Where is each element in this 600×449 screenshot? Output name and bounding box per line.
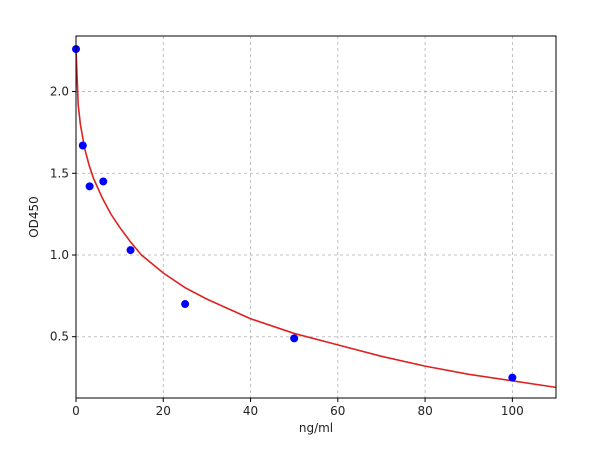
y-tick-label: 1.0 <box>50 248 69 262</box>
x-axis-label: ng/ml <box>299 421 333 435</box>
x-tick-label: 40 <box>243 404 258 418</box>
data-point <box>78 141 87 150</box>
y-tick-label: 0.5 <box>50 330 69 344</box>
data-point <box>85 182 94 191</box>
grid <box>75 36 556 398</box>
x-tick-label: 0 <box>72 404 80 418</box>
y-axis-label: OD450 <box>27 196 41 238</box>
data-point <box>99 177 108 186</box>
x-tick-label: 80 <box>417 404 432 418</box>
data-point <box>126 246 135 255</box>
data-point <box>290 334 299 343</box>
x-axis-ticks: 0 20 40 60 80 100 <box>72 398 524 418</box>
x-tick-label: 60 <box>330 404 345 418</box>
y-tick-label: 2.0 <box>50 85 69 99</box>
y-axis-ticks: 0.5 1.0 1.5 2.0 <box>50 85 76 344</box>
data-points <box>72 45 517 382</box>
data-point <box>508 373 517 382</box>
plot-frame <box>75 35 557 399</box>
x-tick-label: 100 <box>501 404 524 418</box>
fit-curve-line <box>75 49 557 389</box>
x-tick-label: 20 <box>156 404 171 418</box>
y-tick-label: 1.5 <box>50 166 69 180</box>
data-point <box>181 300 190 309</box>
